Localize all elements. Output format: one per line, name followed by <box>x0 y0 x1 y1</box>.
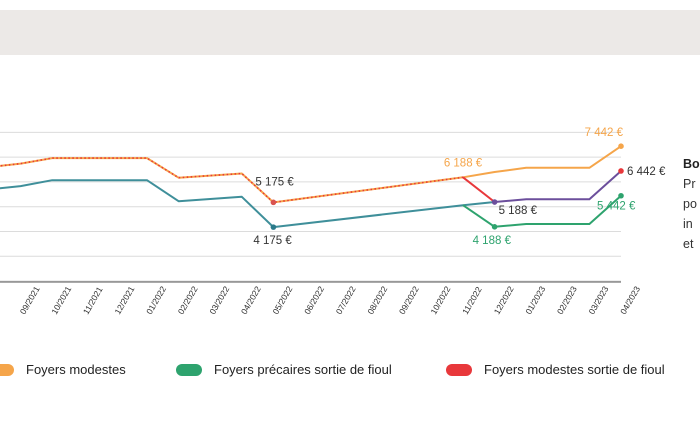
x-tick-label: 06/2022 <box>302 284 326 316</box>
x-tick-label: 11/2022 <box>460 285 484 316</box>
side-text-block: Bo Pr po in et <box>683 154 700 254</box>
x-tick-label: 01/2022 <box>144 284 168 316</box>
data-point-marker <box>618 168 624 174</box>
side-text-line: et <box>683 237 694 251</box>
x-tick-label: 09/2021 <box>18 284 42 316</box>
x-tick-label: 04/2022 <box>239 284 263 316</box>
line-chart: 09/2021 10/2021 11/2021 12/2021 01/2022 02/20… <box>0 127 666 316</box>
legend-item-foyers-modestes-fioul: Foyers modestes sortie de fioul <box>446 362 665 377</box>
legend-swatch <box>176 363 202 376</box>
series-line-precaires <box>0 179 495 229</box>
data-label: 5 175 € <box>255 176 294 188</box>
x-tick-label: 12/2022 <box>492 284 516 316</box>
data-label: 6 442 € <box>627 166 666 178</box>
x-tick-label: 02/2023 <box>555 284 579 316</box>
x-tick-label: 08/2022 <box>365 284 389 316</box>
data-point-marker <box>270 199 277 206</box>
legend-swatch <box>446 363 472 376</box>
data-label: 5 188 € <box>499 205 538 217</box>
side-text-line: po <box>683 197 697 211</box>
data-label: 6 188 € <box>444 157 483 169</box>
series-line-modestes <box>0 145 622 204</box>
x-tick-label: 09/2022 <box>397 284 421 316</box>
side-text-line: Bo <box>683 157 700 171</box>
side-text-line: in <box>683 217 693 231</box>
x-tick-label: 10/2022 <box>428 284 452 316</box>
chart-legend: Foyers modestes Foyers précaires sortie … <box>0 362 700 382</box>
x-tick-label: 05/2022 <box>270 284 294 316</box>
side-text-line: Pr <box>683 177 696 191</box>
legend-label: Foyers modestes sortie de fioul <box>484 362 665 377</box>
series-line-modestes_fioul <box>462 176 496 203</box>
x-tick-label: 03/2022 <box>207 284 231 316</box>
data-point-marker <box>618 192 624 199</box>
x-tick-label: 11/2021 <box>81 285 105 316</box>
x-tick-label: 07/2022 <box>334 284 358 316</box>
series-line-modestes_fioul_after <box>494 170 622 203</box>
data-point-marker <box>618 143 624 150</box>
data-point-marker <box>491 199 498 205</box>
data-label: 4 188 € <box>473 235 512 247</box>
x-tick-label: 03/2023 <box>586 284 610 316</box>
data-label: 7 442 € <box>585 127 624 139</box>
legend-label: Foyers modestes <box>26 362 126 377</box>
data-point-marker <box>270 224 277 230</box>
x-tick-label: 10/2021 <box>49 284 73 316</box>
legend-swatch <box>0 363 14 376</box>
x-tick-label: 01/2023 <box>523 284 547 316</box>
legend-label: Foyers précaires sortie de fioul <box>214 362 392 377</box>
legend-item-foyers-precaires-fioul: Foyers précaires sortie de fioul <box>176 362 392 377</box>
x-tick-label: 04/2023 <box>618 284 642 316</box>
header-band <box>0 10 700 55</box>
data-label: 5 442 € <box>597 201 636 213</box>
data-label: 4 175 € <box>253 235 292 247</box>
legend-item-foyers-modestes: Foyers modestes <box>0 362 126 377</box>
x-tick-label: 02/2022 <box>176 284 200 316</box>
data-point-marker <box>491 224 498 230</box>
series-line-precaires_fioul <box>462 194 622 228</box>
x-tick-label: 12/2021 <box>112 284 136 316</box>
